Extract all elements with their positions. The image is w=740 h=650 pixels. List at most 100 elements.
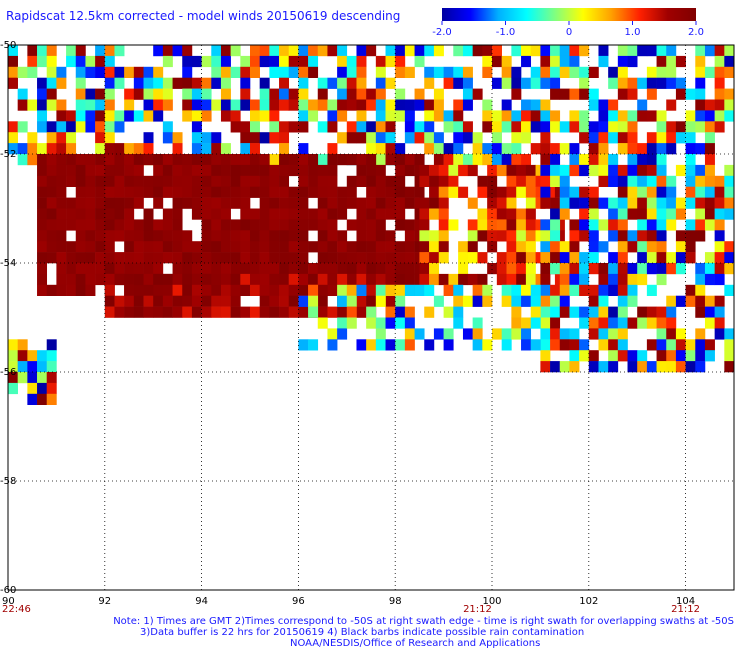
heatmap-cell — [588, 132, 599, 144]
heatmap-cell — [191, 208, 202, 220]
heatmap-cell — [27, 350, 38, 362]
heatmap-cell — [656, 273, 667, 286]
heatmap-cell — [327, 306, 338, 318]
heatmap-cell — [656, 263, 667, 275]
heatmap-cell — [337, 263, 348, 275]
heatmap-cell — [75, 230, 86, 242]
heatmap-cell — [153, 306, 164, 318]
heatmap-cell — [230, 164, 241, 177]
heatmap-cell — [530, 295, 541, 307]
heatmap-cell — [453, 295, 464, 307]
heatmap-cell — [656, 317, 667, 329]
heatmap-cell — [104, 219, 115, 231]
heatmap-cell — [133, 284, 144, 296]
heatmap-cell — [569, 164, 580, 177]
heatmap-cell — [666, 306, 677, 318]
heatmap-cell — [298, 197, 309, 209]
heatmap-cell — [487, 186, 498, 198]
heatmap-cell — [695, 328, 706, 340]
heatmap-cell — [482, 55, 493, 68]
heatmap-cell — [429, 175, 440, 187]
heatmap-cell — [240, 273, 251, 286]
heatmap-cell — [230, 197, 241, 209]
heatmap-cell — [724, 175, 735, 187]
heatmap-cell — [424, 45, 435, 57]
heatmap-cell — [27, 154, 38, 166]
heatmap-cell — [46, 197, 57, 209]
heatmap-cell — [366, 132, 377, 144]
heatmap-cell — [419, 208, 430, 220]
heatmap-cell — [695, 295, 706, 307]
heatmap-cell — [559, 45, 570, 57]
heatmap-cell — [95, 121, 106, 133]
heatmap-cell — [375, 273, 386, 286]
heatmap-cell — [298, 121, 309, 133]
heatmap-cell — [162, 164, 173, 177]
heatmap-cell — [453, 132, 464, 144]
heatmap-cell — [675, 241, 686, 253]
heatmap-cell — [569, 219, 580, 231]
heatmap-cell — [656, 55, 667, 68]
heatmap-cells — [8, 45, 735, 405]
heatmap-cell — [656, 143, 667, 155]
heatmap-cell — [191, 197, 202, 209]
heatmap-cell — [385, 263, 396, 275]
heatmap-cell — [627, 45, 638, 57]
heatmap-cell — [429, 263, 440, 275]
heatmap-cell — [675, 121, 686, 133]
heatmap-cell — [511, 295, 522, 307]
heatmap-cell — [250, 154, 260, 166]
heatmap-cell — [279, 66, 290, 78]
heatmap-cell — [356, 273, 367, 286]
heatmap-cell — [550, 143, 561, 155]
heatmap-cell — [153, 252, 164, 264]
heatmap-cell — [385, 175, 396, 187]
heatmap-cell — [240, 154, 251, 166]
heatmap-cell — [337, 186, 348, 198]
heatmap-cell — [521, 154, 532, 166]
heatmap-cell — [337, 295, 348, 307]
heatmap-cell — [685, 164, 696, 177]
heatmap-cell — [404, 99, 415, 111]
heatmap-cell — [308, 186, 319, 198]
heatmap-cell — [375, 55, 386, 68]
heatmap-cell — [540, 186, 551, 198]
heatmap-cell — [617, 208, 628, 220]
heatmap-cell — [182, 175, 193, 187]
heatmap-cell — [269, 197, 280, 209]
heatmap-cell — [162, 121, 173, 133]
heatmap-cell — [467, 164, 478, 177]
heatmap-cell — [656, 208, 667, 220]
heatmap-cell — [608, 154, 619, 166]
heatmap-cell — [27, 132, 38, 144]
heatmap-cell — [346, 186, 357, 198]
heatmap-cell — [695, 143, 706, 155]
heatmap-cell — [501, 154, 512, 166]
heatmap-cell — [525, 241, 536, 253]
heatmap-cell — [617, 121, 628, 133]
heatmap-cell — [419, 273, 430, 286]
heatmap-cell — [559, 306, 570, 318]
heatmap-cell — [608, 230, 619, 242]
heatmap-cell — [230, 230, 241, 242]
heatmap-cell — [395, 55, 406, 68]
heatmap-cell — [308, 241, 319, 253]
heatmap-cell — [433, 99, 444, 111]
heatmap-cell — [496, 186, 507, 198]
heatmap-cell — [375, 317, 386, 329]
heatmap-cell — [56, 175, 67, 187]
heatmap-cell — [114, 252, 125, 264]
heatmap-cell — [579, 208, 590, 220]
heatmap-cell — [269, 45, 280, 57]
heatmap-cell — [75, 154, 86, 166]
y-tick-label: -54 — [0, 258, 16, 269]
heatmap-cell — [259, 132, 270, 144]
heatmap-cell — [569, 273, 580, 286]
heatmap-cell — [356, 164, 367, 177]
heatmap-cell — [496, 230, 507, 242]
heatmap-cell — [666, 99, 677, 111]
heatmap-cell — [269, 208, 280, 220]
heatmap-cell — [501, 66, 512, 78]
heatmap-cell — [617, 66, 628, 78]
heatmap-cell — [666, 132, 677, 144]
